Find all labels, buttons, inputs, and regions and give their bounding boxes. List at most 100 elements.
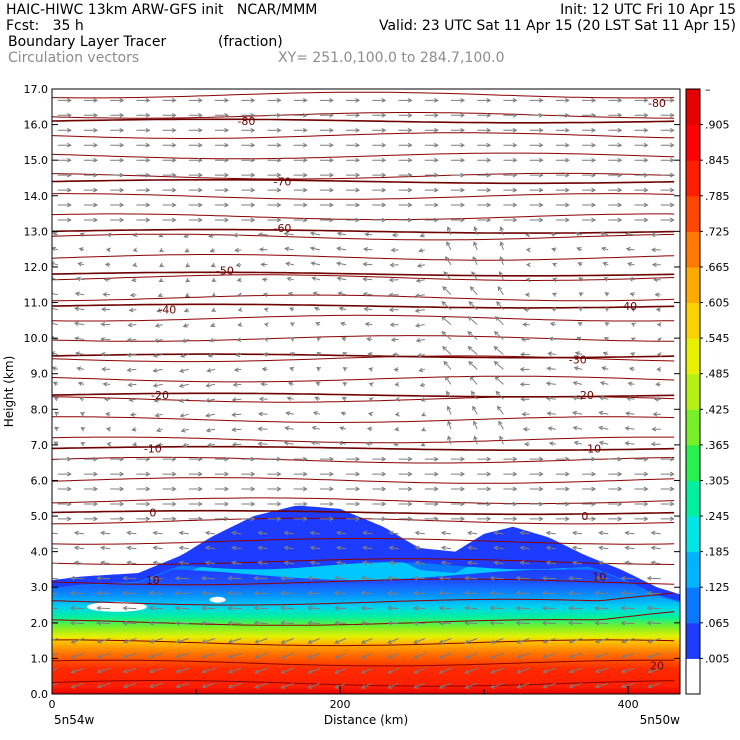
circulation-vector	[319, 127, 334, 133]
circulation-vector	[152, 368, 163, 373]
circulation-vector	[52, 381, 59, 386]
circulation-vector	[215, 98, 230, 103]
circulation-vector	[110, 187, 125, 193]
circulation-vector	[551, 292, 557, 297]
circulation-vector	[110, 471, 125, 477]
fcst-line: Fcst: 35 h	[6, 18, 84, 34]
circulation-vector	[424, 202, 439, 208]
circulation-vector	[188, 172, 203, 178]
circulation-vector	[420, 397, 426, 402]
circulation-vector	[477, 471, 492, 477]
circulation-vector	[263, 322, 269, 327]
circulation-vector	[79, 412, 85, 417]
circulation-vector	[148, 590, 163, 596]
circulation-vector	[340, 411, 347, 416]
circulation-vector	[656, 322, 662, 327]
circulation-vector	[394, 411, 400, 417]
circulation-vector	[241, 127, 256, 133]
circulation-vector	[634, 98, 649, 103]
circulation-vector	[496, 405, 504, 415]
colorbar-label: .785	[705, 190, 730, 203]
circulation-vector	[515, 590, 530, 596]
circulation-vector	[69, 605, 85, 611]
circulation-vector	[175, 682, 189, 689]
circulation-vector	[215, 157, 230, 163]
circulation-vector	[630, 337, 636, 342]
circulation-vector	[84, 157, 99, 163]
circulation-vector	[100, 321, 111, 327]
circulation-vector	[546, 411, 556, 416]
circulation-vector	[634, 516, 649, 522]
circulation-vector	[529, 112, 544, 118]
circulation-vector	[493, 346, 504, 355]
circulation-vector	[441, 316, 452, 325]
circulation-vector	[136, 501, 151, 507]
temperature-contour	[52, 314, 675, 322]
circulation-vector	[608, 516, 623, 522]
circulation-vector	[286, 396, 294, 401]
circulation-vector	[372, 202, 387, 208]
circulation-vector	[555, 486, 570, 492]
circulation-vector	[362, 560, 373, 566]
circulation-vector	[152, 545, 163, 551]
circulation-vector	[57, 127, 72, 133]
circulation-vector	[96, 590, 111, 596]
circulation-vector	[451, 202, 466, 208]
circulation-vector	[497, 286, 504, 295]
circulation-vector	[519, 352, 530, 357]
circulation-vector	[608, 486, 623, 492]
circulation-vector	[52, 592, 58, 595]
circulation-vector	[136, 98, 151, 103]
circulation-vector	[503, 127, 518, 133]
circulation-vector	[215, 127, 230, 133]
circulation-vector	[84, 486, 99, 492]
circulation-vector	[310, 261, 321, 266]
circulation-vector	[178, 530, 189, 536]
circulation-vector	[341, 396, 347, 402]
circulation-vector	[594, 682, 609, 689]
circulation-vector	[660, 516, 675, 522]
circulation-vector	[178, 383, 189, 388]
circulation-vector	[392, 352, 399, 357]
circulation-vector	[523, 307, 530, 312]
colorbar-label: .845	[705, 154, 730, 167]
circulation-vector	[102, 292, 111, 297]
circulation-vector	[578, 292, 584, 297]
circulation-vector	[149, 667, 163, 674]
circulation-vector	[293, 98, 308, 103]
y-tick-label: 14.0	[24, 190, 49, 203]
circulation-vector	[467, 560, 478, 566]
circulation-vector	[52, 682, 58, 686]
circulation-vector	[398, 187, 413, 193]
circulation-vector	[52, 545, 58, 550]
circulation-vector	[263, 307, 269, 312]
circulation-vector	[241, 486, 256, 492]
circulation-vector	[388, 292, 399, 298]
colorbar-swatch	[686, 124, 700, 161]
circulation-vector	[126, 367, 137, 373]
circulation-vector	[660, 172, 675, 178]
circulation-vector	[70, 638, 85, 644]
circulation-vector	[653, 396, 661, 402]
circulation-vector	[346, 187, 361, 193]
circulation-vector	[424, 112, 439, 118]
circulation-vector	[578, 277, 584, 282]
circulation-vector	[337, 291, 347, 296]
circulation-vector	[467, 545, 478, 551]
circulation-vector	[231, 530, 242, 536]
circulation-vector	[598, 440, 609, 446]
circulation-vector	[267, 172, 282, 178]
colorbar-swatch	[686, 444, 700, 481]
circulation-vector	[547, 351, 556, 357]
colorbar-swatch	[686, 587, 700, 624]
circulation-vector	[621, 638, 635, 644]
circulation-vector	[464, 652, 478, 659]
circulation-vector	[211, 277, 217, 282]
circulation-vector	[201, 682, 216, 689]
circulation-vector	[103, 277, 111, 282]
circulation-vector	[529, 172, 544, 178]
circulation-vector	[413, 667, 425, 674]
circulation-vector	[253, 590, 268, 596]
temperature-contour	[52, 592, 675, 606]
